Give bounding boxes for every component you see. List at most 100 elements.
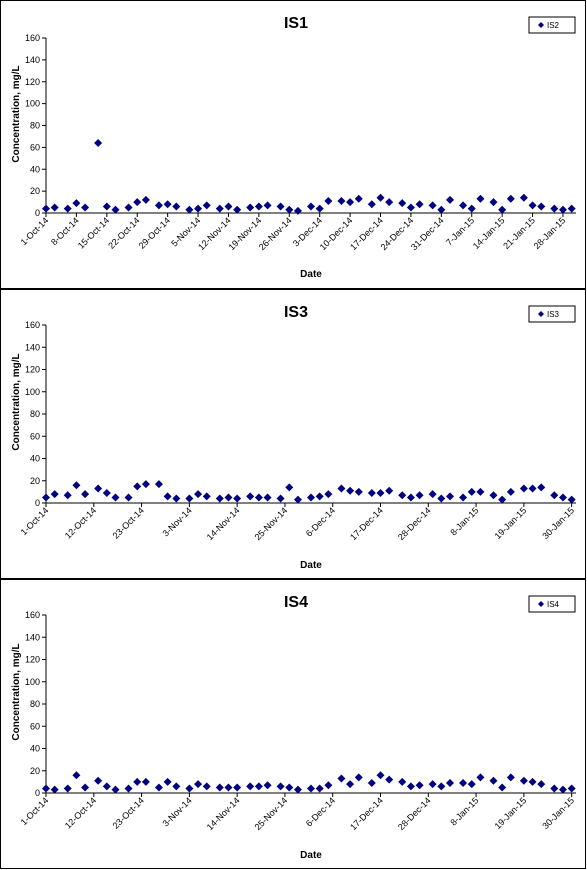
x-tick-label: 25-Nov-14: [253, 505, 290, 542]
y-tick-label: 80: [30, 699, 40, 709]
data-point: [519, 193, 528, 202]
x-tick-label: 15-Oct-14: [76, 215, 111, 250]
x-tick-label: 3-Nov-14: [161, 505, 194, 538]
data-point: [133, 777, 142, 786]
data-point: [141, 480, 150, 489]
data-point: [94, 776, 103, 785]
data-point: [476, 487, 485, 496]
data-point: [354, 773, 363, 782]
y-tick-label: 40: [30, 164, 40, 174]
data-point: [476, 194, 485, 203]
x-tick-label: 14-Nov-14: [205, 795, 242, 832]
data-point: [406, 782, 415, 791]
data-point: [72, 481, 81, 490]
data-point: [185, 784, 194, 793]
data-point: [111, 785, 120, 794]
data-point: [42, 204, 50, 213]
x-tick-label: 12-Oct-14: [63, 795, 98, 830]
data-point: [111, 205, 120, 214]
data-point: [367, 200, 376, 209]
y-tick-label: 120: [25, 365, 40, 375]
x-tick-label: 23-Oct-14: [111, 795, 146, 830]
data-point: [202, 782, 211, 791]
data-point: [307, 493, 315, 502]
data-point: [215, 783, 224, 792]
data-point: [406, 493, 415, 502]
data-point: [437, 494, 446, 503]
x-tick-label: 21-Jan-15: [501, 215, 537, 251]
data-point: [276, 782, 285, 791]
x-tick-label: 6-Dec-14: [304, 505, 337, 538]
data-point: [489, 776, 498, 785]
y-tick-label: 20: [30, 186, 40, 196]
data-point: [172, 202, 181, 211]
x-tick-label: 1-Oct-14: [19, 505, 51, 537]
x-tick-label: 28-Jan-15: [532, 215, 568, 251]
data-point: [467, 487, 476, 496]
x-axis-label: Date: [300, 560, 322, 571]
data-point: [550, 491, 559, 500]
data-point: [367, 778, 376, 787]
data-point: [307, 202, 315, 211]
data-point: [398, 491, 407, 500]
data-point: [519, 776, 528, 785]
data-point: [81, 203, 90, 212]
y-tick-label: 120: [25, 655, 40, 665]
y-tick-label: 40: [30, 454, 40, 464]
y-axis-label: Concentration, mg/L: [11, 65, 22, 162]
data-point: [415, 781, 424, 790]
x-tick-label: 28-Dec-14: [396, 505, 433, 542]
data-point: [354, 487, 363, 496]
data-point: [163, 200, 172, 209]
data-point: [63, 491, 72, 500]
data-point: [506, 773, 515, 782]
data-point: [111, 493, 120, 502]
data-point: [428, 780, 437, 789]
data-point: [224, 493, 233, 502]
data-point: [124, 784, 133, 793]
data-point: [94, 484, 103, 493]
data-point: [415, 491, 424, 500]
y-tick-label: 60: [30, 721, 40, 731]
data-point: [558, 205, 567, 214]
legend-label: IS3: [547, 310, 560, 319]
data-point: [285, 483, 294, 492]
data-point: [276, 202, 285, 211]
data-point: [354, 194, 363, 203]
x-tick-label: 14-Nov-14: [205, 505, 242, 542]
data-point: [102, 488, 111, 497]
x-tick-label: 23-Oct-14: [111, 505, 146, 540]
data-point: [489, 198, 498, 207]
data-point: [246, 492, 255, 501]
data-point: [215, 204, 224, 213]
data-point: [202, 201, 211, 210]
data-point: [246, 782, 255, 791]
x-tick-label: 22-Oct-14: [106, 215, 141, 250]
x-tick-label: 30-Jan-15: [540, 505, 576, 541]
data-point: [558, 493, 567, 502]
data-point: [42, 784, 50, 793]
legend-marker: [538, 22, 544, 28]
x-tick-label: 26-Nov-14: [257, 215, 294, 252]
x-tick-label: 17-Dec-14: [348, 505, 385, 542]
chart-svg: IS1 IS20204060801001201401601-Oct-148-Oct…: [11, 15, 576, 280]
legend-box: [528, 16, 576, 34]
chart-title: IS3: [284, 304, 308, 321]
x-tick-label: 8-Jan-15: [448, 505, 480, 537]
x-tick-label: 8-Jan-15: [448, 795, 480, 827]
data-point: [194, 490, 203, 499]
data-point: [376, 488, 385, 497]
data-point: [446, 492, 455, 501]
x-tick-label: 17-Dec-14: [348, 795, 385, 832]
data-point: [215, 494, 224, 503]
x-tick-label: 25-Nov-14: [253, 795, 290, 832]
y-tick-label: 80: [30, 409, 40, 419]
data-point: [154, 480, 163, 489]
data-point: [498, 205, 507, 214]
data-point: [233, 783, 242, 792]
data-point: [285, 205, 294, 214]
data-point: [467, 780, 476, 789]
x-tick-label: 6-Dec-14: [304, 795, 337, 828]
data-point: [537, 780, 546, 789]
data-point: [376, 771, 385, 780]
